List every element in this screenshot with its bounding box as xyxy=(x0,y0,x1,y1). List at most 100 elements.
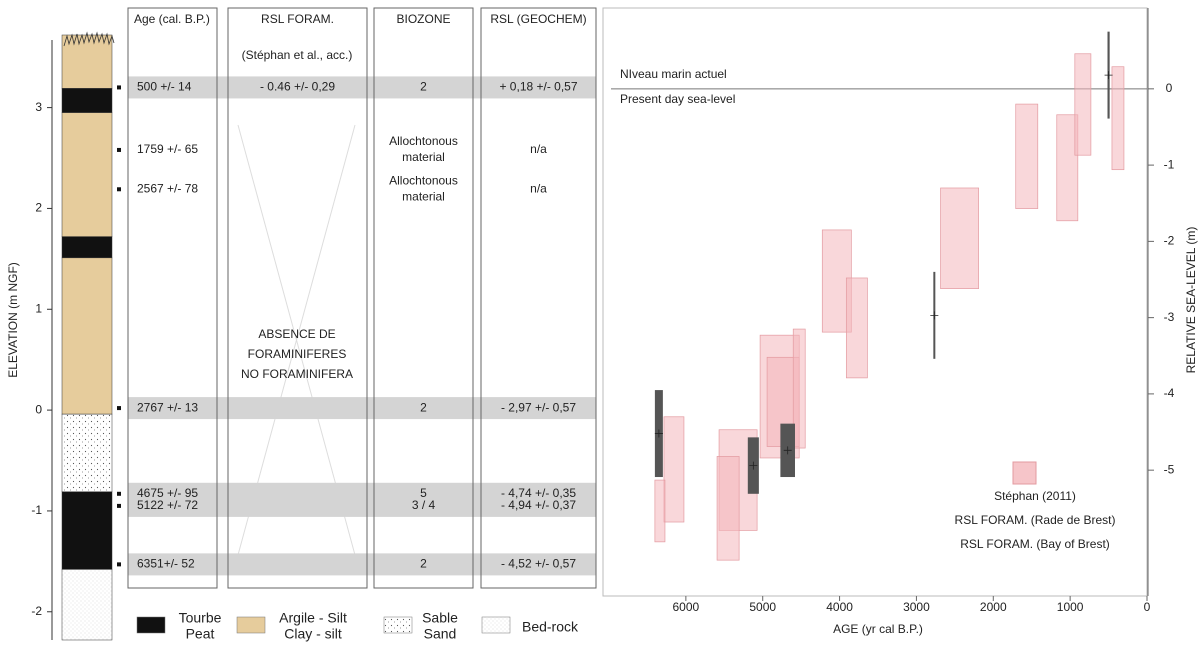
y-tick-label: -1 xyxy=(1164,157,1175,171)
cell: n/a xyxy=(530,181,547,195)
center-cross xyxy=(930,311,939,320)
layer xyxy=(61,112,113,237)
sample-marker xyxy=(117,562,121,567)
y-tick-label: 0 xyxy=(35,402,42,416)
plot-frame xyxy=(602,7,1148,597)
cell: - 4,94 +/- 0,37 xyxy=(501,498,576,512)
cell: 2 xyxy=(420,80,427,94)
cell: 5 xyxy=(420,486,427,500)
cell: Allochtonous material xyxy=(389,134,458,164)
y-tick-label: -1 xyxy=(31,503,42,517)
cell: - 0.46 +/- 0,29 xyxy=(260,80,335,94)
sample-marker xyxy=(117,85,121,90)
center-cross xyxy=(1104,71,1113,80)
y-axis-label: RELATIVE SEA-LEVEL (m) xyxy=(1184,227,1198,374)
y-tick-label: -5 xyxy=(1164,462,1175,476)
column-header: RSL FORAM. xyxy=(261,12,334,26)
cell: 2 xyxy=(420,557,427,571)
layer xyxy=(61,491,113,570)
cell: 2767 +/- 13 xyxy=(137,400,198,414)
y-tick-label: -2 xyxy=(31,604,42,618)
range-box xyxy=(716,456,740,561)
x-axis-label: AGE (yr cal B.P.) xyxy=(833,622,923,636)
cell: 1759 +/- 65 xyxy=(137,142,198,156)
cell: - 2,97 +/- 0,57 xyxy=(501,400,576,414)
range-box xyxy=(845,277,868,379)
cell: Allochtonous material xyxy=(389,173,458,203)
row-band xyxy=(128,494,596,517)
center-cross xyxy=(783,446,792,455)
legend-label: Peat xyxy=(186,626,215,642)
x-tick-label: 2000 xyxy=(980,600,1007,614)
cell: 500 +/- 14 xyxy=(137,80,192,94)
row-band xyxy=(128,397,596,420)
cell: 5122 +/- 72 xyxy=(137,498,198,512)
legend-label: Argile - Silt xyxy=(279,610,347,626)
x-tick-label: 3000 xyxy=(903,600,930,614)
cell: 2 xyxy=(420,400,427,414)
y-tick-label: 0 xyxy=(1166,81,1173,95)
center-cross xyxy=(654,429,663,438)
legend-swatch xyxy=(236,616,266,634)
center-cross xyxy=(749,461,758,470)
cell: 2567 +/- 78 xyxy=(137,181,198,195)
sample-marker xyxy=(117,503,121,508)
sample-marker xyxy=(117,187,121,192)
x-tick-label: 0 xyxy=(1144,600,1151,614)
column-header: BIOZONE xyxy=(396,12,450,26)
reference-label: NIveau marin actuel xyxy=(620,67,727,81)
range-box xyxy=(940,187,979,290)
note: FORAMINIFERES xyxy=(248,347,347,361)
sample-marker xyxy=(117,491,121,496)
note: NO FORAMINIFERA xyxy=(241,367,353,381)
layer xyxy=(61,34,113,89)
cell: 6351+/- 52 xyxy=(137,557,195,571)
x-tick-label: 6000 xyxy=(673,600,700,614)
x-tick-label: 5000 xyxy=(749,600,776,614)
range-box xyxy=(663,416,685,523)
table-column xyxy=(480,7,597,589)
note: ABSENCE DE xyxy=(258,327,335,341)
row-band xyxy=(128,76,596,99)
x-tick-label: 1000 xyxy=(1057,600,1084,614)
range-box xyxy=(654,479,666,543)
layer xyxy=(61,569,113,641)
cell: + 0,18 +/- 0,57 xyxy=(499,80,577,94)
cell: 3 / 4 xyxy=(412,498,436,512)
roots xyxy=(63,31,115,47)
row-band xyxy=(128,553,596,576)
y-axis-label: ELEVATION (m NGF) xyxy=(6,262,20,378)
x-tick-label: 4000 xyxy=(826,600,853,614)
range-box xyxy=(792,328,806,449)
legend-label: Tourbe xyxy=(179,610,222,626)
legend-label: RSL FORAM. (Bay of Brest) xyxy=(960,537,1110,551)
range-box xyxy=(1015,103,1039,209)
y-tick-label: 1 xyxy=(35,301,42,315)
cell: n/a xyxy=(530,142,547,156)
column-subheader: (Stéphan et al., acc.) xyxy=(242,48,353,62)
legend-label: Sable xyxy=(422,610,458,626)
legend-label: RSL FORAM. (Rade de Brest) xyxy=(955,513,1116,527)
legend-swatch xyxy=(136,616,166,634)
y-tick-label: -2 xyxy=(1164,234,1175,248)
legend-label: Sand xyxy=(424,626,457,642)
legend-label: Bed-rock xyxy=(522,619,579,635)
reference-label: Present day sea-level xyxy=(620,92,735,106)
layer xyxy=(61,257,113,415)
table-column xyxy=(373,7,474,589)
legend-swatch xyxy=(1012,461,1037,485)
legend-label: Clay - silt xyxy=(284,626,342,642)
cell: - 4,74 +/- 0,35 xyxy=(501,486,576,500)
y-tick-label: 3 xyxy=(35,100,42,114)
range-box xyxy=(1074,53,1092,156)
legend-label: Stéphan (2011) xyxy=(994,489,1076,503)
table: Age (cal. B.P.) RSL FORAM. BIOZONE RSL (GEO… xyxy=(117,7,597,589)
layer xyxy=(61,88,113,113)
cell: - 4,52 +/- 0,57 xyxy=(501,557,576,571)
table-column xyxy=(227,7,368,589)
rsl-chart: -5 -4 -3 -2 -1 0 6000 5000 4000 3000 2000 1000 0 AGE … xyxy=(602,7,1198,636)
column-header: RSL (GEOCHEM) xyxy=(490,12,586,26)
y-tick-label: 2 xyxy=(35,201,42,215)
